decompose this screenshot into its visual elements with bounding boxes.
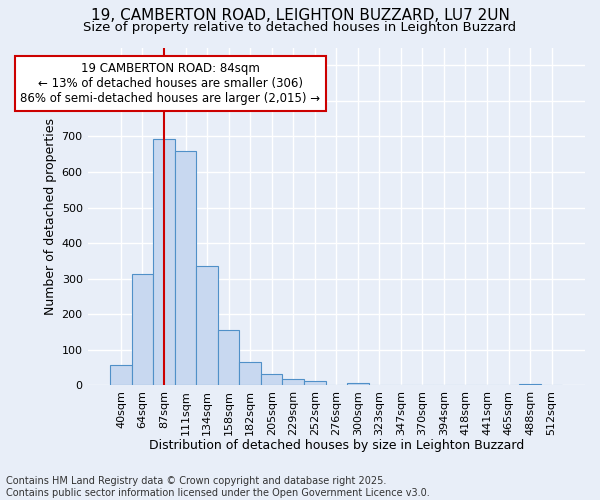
Bar [347,382,368,386]
X-axis label: Distribution of detached houses by size in Leighton Buzzard: Distribution of detached houses by size … [149,440,524,452]
Bar [520,384,541,386]
Bar [196,266,218,386]
Bar [218,330,239,386]
Bar [283,379,304,386]
Bar [132,274,153,386]
Bar [153,139,175,386]
Text: 19, CAMBERTON ROAD, LEIGHTON BUZZARD, LU7 2UN: 19, CAMBERTON ROAD, LEIGHTON BUZZARD, LU… [91,8,509,22]
Text: Contains HM Land Registry data © Crown copyright and database right 2025.
Contai: Contains HM Land Registry data © Crown c… [6,476,430,498]
Text: Size of property relative to detached houses in Leighton Buzzard: Size of property relative to detached ho… [83,22,517,35]
Bar [175,150,196,386]
Text: 19 CAMBERTON ROAD: 84sqm
← 13% of detached houses are smaller (306)
86% of semi-: 19 CAMBERTON ROAD: 84sqm ← 13% of detach… [20,62,320,104]
Bar [304,381,326,386]
Bar [239,362,261,386]
Bar [110,364,132,386]
Y-axis label: Number of detached properties: Number of detached properties [44,118,58,315]
Bar [261,374,283,386]
